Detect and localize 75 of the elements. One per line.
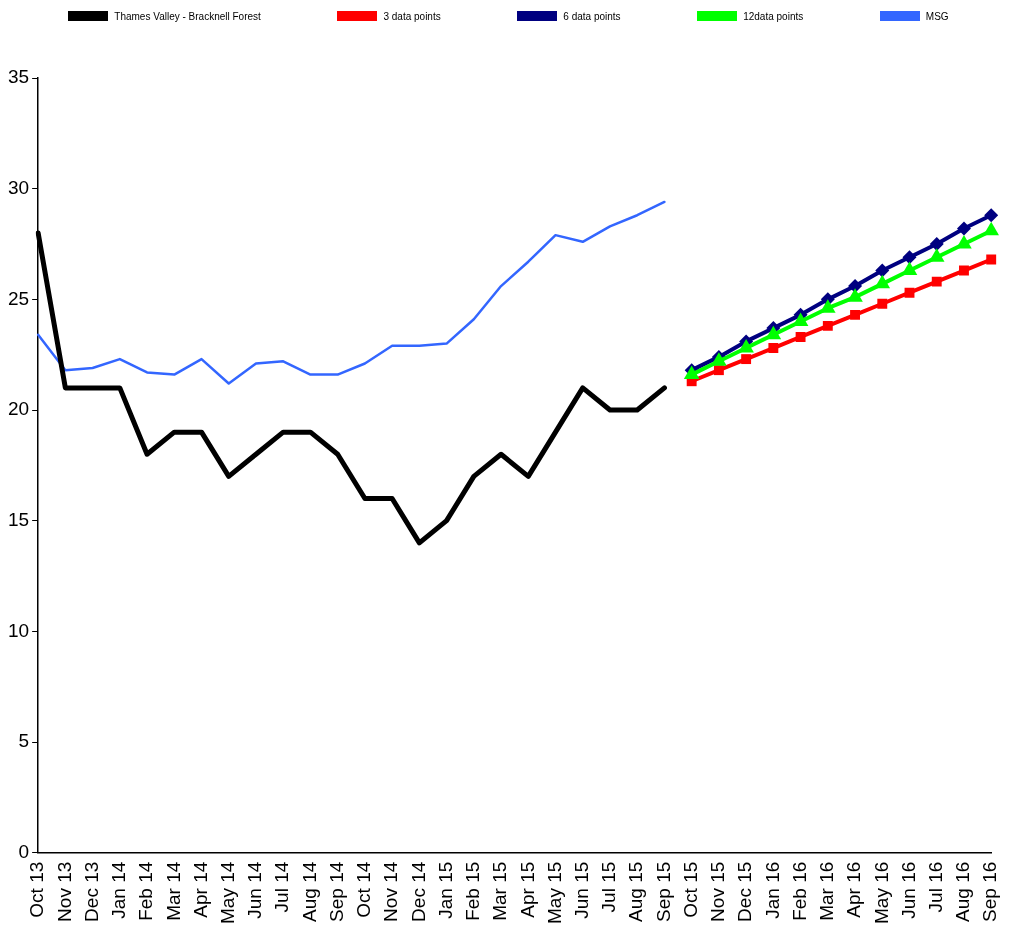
x-tick-label: Nov 13	[53, 861, 75, 922]
x-tick-label: Sep 14	[325, 861, 347, 922]
point	[929, 237, 944, 252]
x-tick-label: Mar 16	[816, 861, 838, 921]
legend-label: 6 data points	[563, 10, 621, 22]
x-tick-label: Aug 15	[625, 861, 647, 922]
point	[820, 299, 836, 313]
x-tick-label: Oct 14	[353, 861, 375, 918]
x-tick-label: Oct 13	[26, 861, 48, 918]
x-tick-label: Mar 15	[489, 861, 511, 921]
y-tick-label: 30	[7, 176, 30, 198]
x-tick-label: Apr 15	[516, 861, 538, 918]
x-tick-label: Jun 16	[897, 861, 919, 919]
point	[928, 248, 945, 262]
point	[822, 320, 833, 331]
point	[984, 208, 999, 223]
y-tick-label: 35	[7, 66, 30, 88]
x-tick-label: Jan 15	[434, 861, 456, 919]
point	[877, 298, 888, 309]
x-tick-label: May 15	[543, 861, 565, 925]
x-tick-label: Jul 16	[924, 861, 946, 913]
legend-label: 12data points	[743, 10, 804, 22]
point	[902, 250, 917, 265]
point	[768, 343, 779, 353]
x-tick-label: Aug 16	[952, 861, 974, 922]
point	[741, 354, 752, 365]
x-tick-label: Oct 15	[679, 861, 701, 918]
point	[875, 263, 890, 278]
point	[795, 332, 806, 342]
point	[959, 265, 969, 276]
y-tick-label: 25	[7, 287, 30, 309]
y-tick-label: 15	[7, 508, 30, 530]
x-tick-label: Feb 16	[788, 861, 810, 921]
x-tick-label: Sep 16	[979, 861, 1001, 922]
x-tick-label: Jan 14	[108, 861, 130, 919]
x-tick-label: Mar 14	[162, 861, 184, 921]
x-tick-label: Nov 15	[707, 861, 729, 922]
point	[983, 221, 999, 236]
x-tick-label: Feb 14	[135, 861, 157, 921]
point	[904, 287, 915, 298]
point	[738, 339, 754, 353]
x-tick-label: Aug 14	[298, 861, 320, 922]
x-tick-label: Dec 13	[80, 861, 102, 922]
point	[713, 365, 724, 376]
x-tick-label: Nov 14	[380, 861, 402, 922]
x-tick-label: Jul 15	[598, 861, 620, 913]
point	[931, 276, 942, 287]
point	[792, 312, 809, 326]
point	[847, 288, 863, 302]
point	[901, 261, 918, 276]
y-tick-label: 20	[7, 398, 30, 420]
point	[765, 325, 782, 340]
point	[956, 221, 971, 236]
x-tick-label: Jun 14	[244, 861, 266, 919]
point	[956, 235, 972, 249]
point	[986, 254, 997, 265]
x-tick-label: Sep 15	[652, 861, 674, 922]
x-tick-label: Dec 15	[734, 861, 756, 922]
point	[850, 309, 860, 320]
y-tick-label: 0	[18, 840, 30, 862]
x-tick-label: Jan 16	[761, 861, 783, 919]
legend-label: 3 data points	[383, 10, 441, 22]
y-tick-label: 10	[7, 619, 30, 641]
x-tick-label: Dec 14	[407, 861, 429, 922]
x-tick-label: May 14	[216, 861, 238, 925]
legend-label: MSG	[925, 10, 949, 22]
x-tick-label: Apr 16	[843, 861, 865, 918]
point	[874, 274, 891, 289]
x-tick-label: Feb 15	[462, 861, 484, 921]
legend-label: Thames Valley - Bracknell Forest	[114, 10, 261, 22]
x-tick-label: Jul 14	[271, 861, 293, 913]
x-tick-label: Jun 15	[570, 861, 592, 919]
x-tick-label: Apr 14	[189, 861, 211, 918]
x-tick-label: May 16	[870, 861, 892, 925]
y-tick-label: 5	[18, 730, 30, 752]
